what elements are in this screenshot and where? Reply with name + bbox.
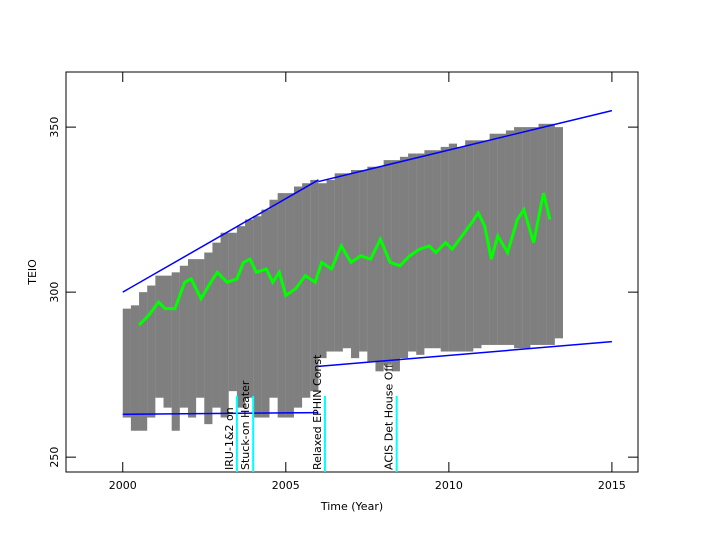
x-tick-label: 2000 [109,479,137,492]
data-cloud [171,272,180,431]
data-cloud [375,166,384,372]
data-cloud [399,156,409,359]
data-cloud [416,153,425,355]
data-cloud [220,232,229,418]
data-cloud [130,305,140,431]
data-cloud [196,259,205,398]
data-cloud [367,166,376,362]
limit-line [122,411,319,415]
data-cloud [342,173,352,349]
data-cloud [122,308,131,418]
data-cloud [546,123,555,345]
data-cloud [236,226,246,408]
data-cloud [261,209,270,418]
y-tick-label: 300 [48,282,61,303]
data-cloud [497,133,506,345]
data-cloud [424,150,433,349]
data-cloud [481,140,490,345]
data-cloud [269,199,278,398]
data-cloud [473,140,482,349]
data-cloud [505,130,515,345]
event-label: ACIS Det House Off [383,364,396,470]
x-axis-label: Time (Year) [320,500,383,513]
event-label: IRU-1&2 on [223,407,236,470]
data-cloud [465,140,474,352]
x-tick-label: 2010 [435,479,463,492]
data-cloud [245,219,254,398]
limit-line [318,340,612,368]
data-cloud [383,160,392,365]
data-cloud [554,127,563,339]
data-cloud [326,179,335,352]
data-cloud [359,170,368,352]
data-cloud [147,285,156,418]
data-cloud [514,127,523,349]
y-tick-label: 350 [48,117,61,138]
data-cloud [293,186,303,408]
data-cloud [334,173,343,352]
data-cloud [522,127,531,349]
data-cloud [432,150,441,349]
data-cloud [351,170,360,359]
limit-line [122,179,319,293]
x-tick-label: 2015 [598,479,626,492]
x-tick-label: 2005 [272,479,300,492]
mean-line [137,192,552,327]
y-axis-label: TEIO [26,259,39,286]
limit-line [318,109,613,183]
data-cloud [457,146,466,352]
data-cloud [277,193,286,418]
plot-frame [65,71,639,473]
data-cloud [253,216,262,418]
data-cloud [302,183,311,398]
data-cloud [139,292,148,431]
data-cloud [310,179,319,392]
event-label: Stuck-on Heater [239,380,252,470]
data-cloud [228,232,237,392]
data-cloud [179,265,188,408]
event-label: Relaxed EPHIN Const [311,354,324,470]
data-cloud [212,242,221,408]
data-cloud [538,123,547,345]
data-cloud [155,275,164,398]
data-cloud [187,259,197,418]
data-cloud [489,133,498,345]
data-cloud [285,193,294,418]
data-cloud [204,252,213,425]
data-cloud [440,146,449,352]
data-cloud [163,275,172,408]
y-tick-label: 250 [48,447,61,468]
data-cloud [318,183,327,359]
